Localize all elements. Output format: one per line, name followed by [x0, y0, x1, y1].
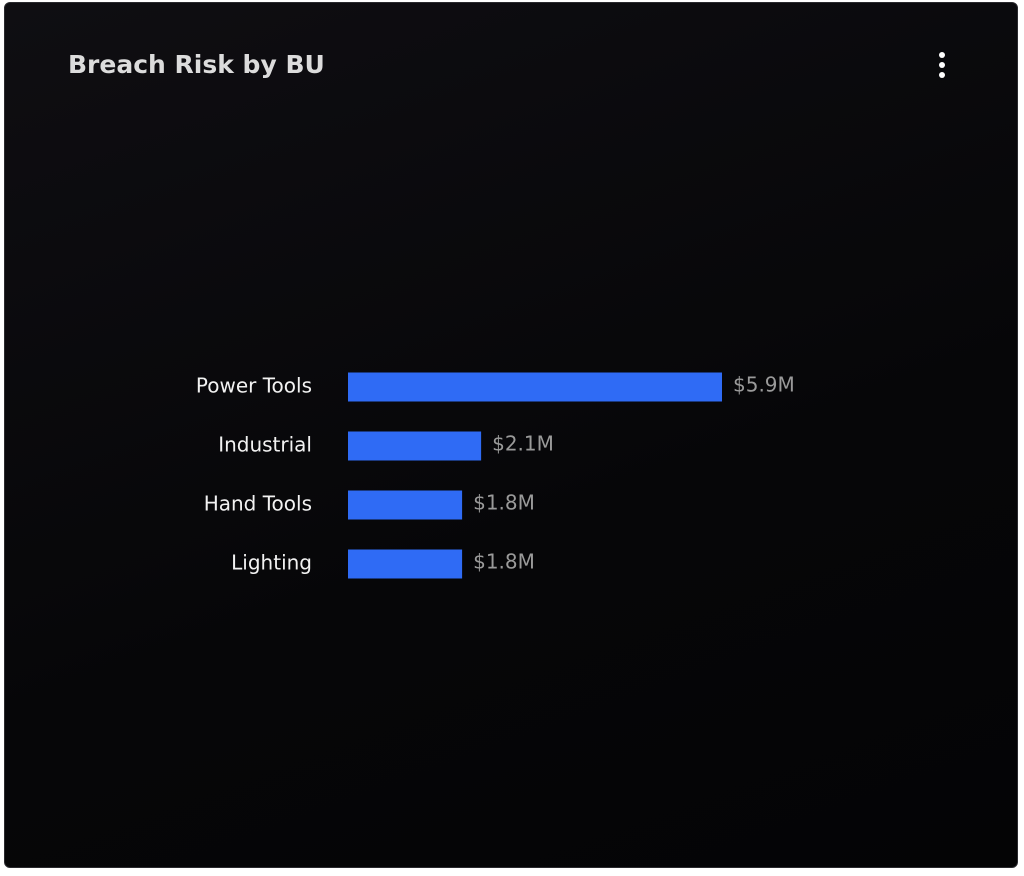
bar: [348, 490, 463, 520]
category-label: Lighting: [231, 551, 312, 575]
bar: [348, 372, 722, 402]
menu-dot: [939, 52, 945, 58]
menu-dot: [939, 72, 945, 78]
value-label: $1.8M: [473, 550, 535, 574]
category-label: Industrial: [218, 433, 312, 457]
category-label: Hand Tools: [204, 492, 312, 516]
menu-dot: [939, 62, 945, 68]
bar: [348, 549, 463, 579]
bar: [348, 431, 482, 461]
more-menu[interactable]: [928, 48, 956, 84]
category-label: Power Tools: [196, 374, 312, 398]
value-label: $1.8M: [473, 491, 535, 515]
chart-title: Breach Risk by BU: [68, 50, 325, 79]
value-label: $2.1M: [492, 432, 554, 456]
card: [4, 2, 1018, 868]
value-label: $5.9M: [733, 373, 795, 397]
